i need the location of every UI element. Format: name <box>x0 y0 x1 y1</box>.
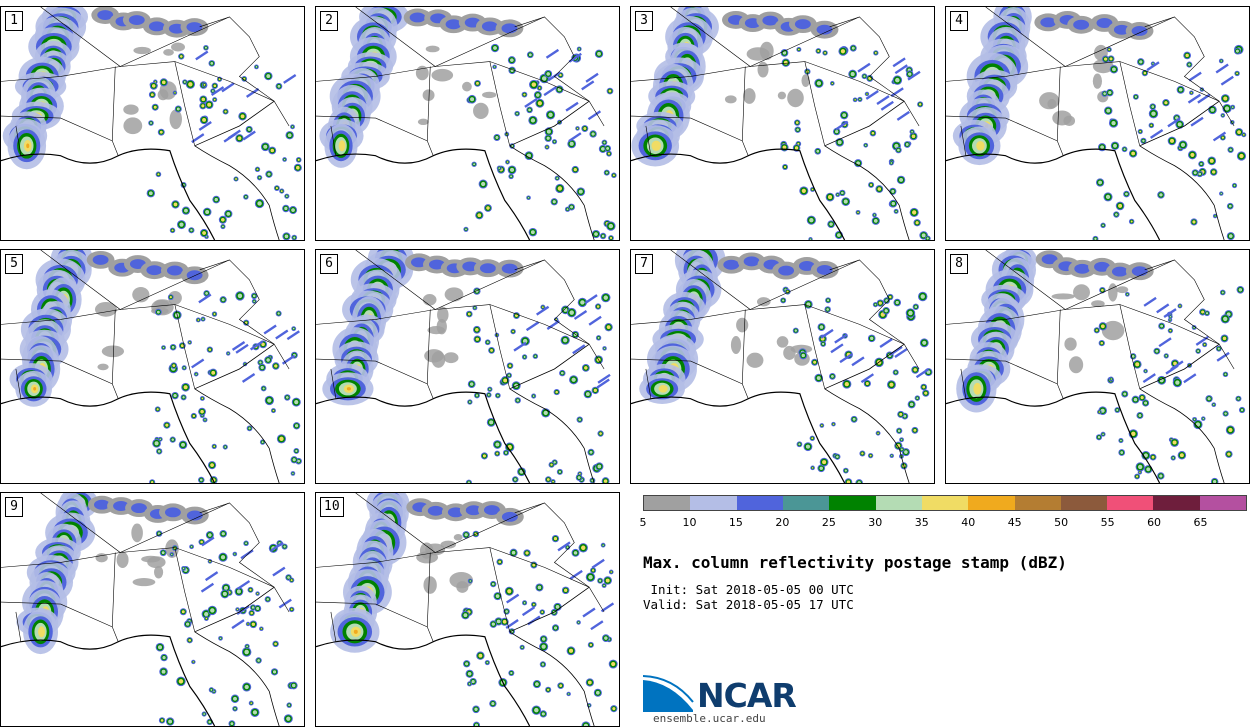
ensemble-member-panel: 7 <box>630 249 935 484</box>
colorbar-tick-label: 60 <box>1147 516 1162 529</box>
colorbar-tick-label: 25 <box>821 516 836 529</box>
colorbar-tick-label: 55 <box>1100 516 1115 529</box>
colorbar-segment <box>1107 496 1154 510</box>
member-number-label: 4 <box>950 11 968 31</box>
ensemble-member-panel: 4 <box>945 6 1250 241</box>
ncar-url: ensemble.ucar.edu <box>653 712 766 725</box>
reflectivity-map <box>1 250 302 483</box>
member-number-label: 5 <box>5 254 23 274</box>
reflectivity-map <box>316 250 613 483</box>
colorbar-tick-label: 40 <box>961 516 976 529</box>
reflectivity-map <box>946 250 1246 483</box>
colorbar-tick-label: 10 <box>682 516 697 529</box>
ensemble-member-panel: 10 <box>315 492 620 727</box>
colorbar-segment <box>1014 496 1061 510</box>
ensemble-member-panel: 6 <box>315 249 620 484</box>
colorbar-tick-label: 5 <box>639 516 647 529</box>
colorbar-segment <box>1060 496 1108 510</box>
ensemble-member-panel: 9 <box>0 492 305 727</box>
ncar-logo-text: NCAR <box>697 676 797 715</box>
colorbar-segment <box>921 496 969 510</box>
reflectivity-map <box>946 7 1247 240</box>
colorbar-segment <box>1199 496 1247 510</box>
member-number-label: 7 <box>635 254 653 274</box>
member-number-label: 10 <box>320 497 344 517</box>
colorbar-tick-label: 30 <box>868 516 883 529</box>
ncar-logo-icon <box>643 675 694 712</box>
colorbar-segment <box>968 496 1015 510</box>
ensemble-member-panel: 3 <box>630 6 935 241</box>
colorbar-tick-label: 45 <box>1007 516 1022 529</box>
reflectivity-map <box>1 493 298 726</box>
ensemble-member-panel: 1 <box>0 6 305 241</box>
init-time: Init: Sat 2018-05-05 00 UTC <box>643 582 854 597</box>
colorbar-tick-label: 50 <box>1054 516 1069 529</box>
colorbar-segment <box>1153 496 1200 510</box>
figure-title: Max. column reflectivity postage stamp (… <box>643 553 1067 572</box>
ensemble-member-panel: 5 <box>0 249 305 484</box>
reflectivity-map <box>316 7 617 240</box>
member-number-label: 2 <box>320 11 338 31</box>
member-number-label: 6 <box>320 254 338 274</box>
colorbar-segment <box>782 496 830 510</box>
member-number-label: 1 <box>5 11 23 31</box>
member-number-label: 9 <box>5 497 23 517</box>
colorbar-segment <box>875 496 922 510</box>
reflectivity-map <box>631 7 931 240</box>
ensemble-member-panel: 8 <box>945 249 1250 484</box>
reflectivity-colorbar <box>643 495 1247 511</box>
colorbar-segment <box>736 496 783 510</box>
colorbar-tick-label: 20 <box>775 516 790 529</box>
colorbar-tick-label: 65 <box>1193 516 1208 529</box>
reflectivity-map <box>316 493 618 726</box>
colorbar-tick-label: 35 <box>914 516 929 529</box>
member-number-label: 3 <box>635 11 653 31</box>
colorbar-segment <box>690 496 737 510</box>
colorbar-segment <box>829 496 876 510</box>
reflectivity-map <box>631 250 933 483</box>
valid-time: Valid: Sat 2018-05-05 17 UTC <box>643 597 854 612</box>
reflectivity-map <box>1 7 302 240</box>
colorbar-segment <box>644 496 691 510</box>
member-number-label: 8 <box>950 254 968 274</box>
colorbar-tick-label: 15 <box>728 516 743 529</box>
ensemble-member-panel: 2 <box>315 6 620 241</box>
